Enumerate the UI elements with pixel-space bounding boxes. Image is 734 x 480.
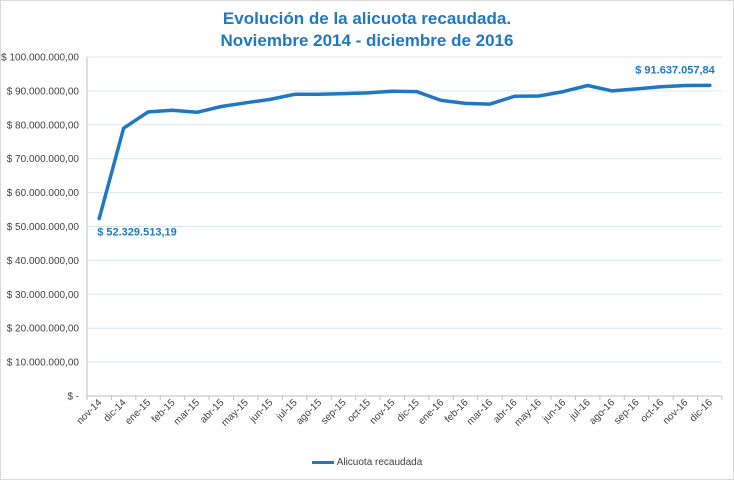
data-point — [659, 85, 663, 89]
data-point — [122, 126, 126, 130]
data-point — [268, 97, 272, 101]
data-point — [708, 83, 712, 87]
x-tick-label: jun-15 — [247, 397, 275, 425]
data-point — [586, 83, 590, 87]
x-tick-label: ago-15 — [294, 397, 324, 427]
x-tick-label: ago-16 — [587, 397, 617, 427]
data-point — [366, 91, 370, 95]
series-line — [97, 83, 712, 221]
x-tick-label: dic-16 — [688, 397, 715, 424]
x-tick-label: nov-14 — [75, 397, 105, 427]
x-tick-label: may-16 — [513, 397, 545, 429]
data-point — [415, 90, 419, 94]
legend-label: Alicuota recaudada — [336, 457, 423, 468]
x-tick-label: mar-16 — [465, 397, 495, 427]
data-point — [390, 89, 394, 93]
y-tick-label: $ 90.000.000,00 — [7, 86, 80, 97]
data-point — [464, 101, 468, 105]
chart-title: Evolución de la alicuota recaudada. Novi… — [0, 8, 734, 52]
y-tick-label: $ 20.000.000,00 — [7, 324, 80, 335]
x-tick-label: ene-16 — [416, 397, 446, 427]
data-point — [537, 94, 541, 98]
data-point — [293, 92, 297, 96]
data-point — [512, 94, 516, 98]
x-tick-label: mar-15 — [172, 397, 202, 427]
data-point — [341, 92, 345, 96]
data-point — [97, 217, 101, 221]
data-point — [439, 98, 443, 102]
data-point — [561, 90, 565, 94]
data-point — [317, 92, 321, 96]
x-tick-label: nov-15 — [368, 397, 398, 427]
y-tick-label: $ 30.000.000,00 — [7, 290, 80, 301]
data-point — [610, 89, 614, 93]
data-point — [195, 110, 199, 114]
x-tick-label: sep-16 — [612, 397, 642, 427]
legend: Alicuota recaudada — [0, 457, 734, 468]
x-tick-label: nov-16 — [661, 397, 691, 427]
data-label: $ 52.329.513,19 — [97, 227, 177, 239]
y-tick-label: $ - — [67, 392, 79, 403]
data-point — [170, 108, 174, 112]
y-tick-label: $ 50.000.000,00 — [7, 222, 80, 233]
x-tick-label: may-15 — [220, 397, 252, 429]
y-tick-label: $ 70.000.000,00 — [7, 154, 80, 165]
x-tick-label: jun-16 — [540, 397, 568, 425]
data-label: $ 91.637.057,84 — [635, 64, 715, 76]
legend-swatch — [311, 460, 334, 464]
x-tick-label: ene-15 — [123, 397, 153, 427]
y-tick-label: $ 40.000.000,00 — [7, 256, 80, 267]
data-point — [635, 87, 639, 91]
y-tick-label: $ 100.000.000,00 — [1, 53, 79, 64]
data-point — [244, 101, 248, 105]
y-tick-label: $ 80.000.000,00 — [7, 120, 80, 131]
y-tick-label: $ 10.000.000,00 — [7, 358, 80, 369]
data-point — [683, 83, 687, 87]
data-point — [488, 102, 492, 106]
y-tick-label: $ 60.000.000,00 — [7, 188, 80, 199]
chart-title-line1: Evolución de la alicuota recaudada. — [222, 9, 512, 28]
data-point — [146, 110, 150, 114]
x-tick-label: sep-15 — [319, 397, 349, 427]
data-point — [219, 104, 223, 108]
chart-subtitle: Noviembre 2014 - diciembre de 2016 — [220, 31, 514, 50]
